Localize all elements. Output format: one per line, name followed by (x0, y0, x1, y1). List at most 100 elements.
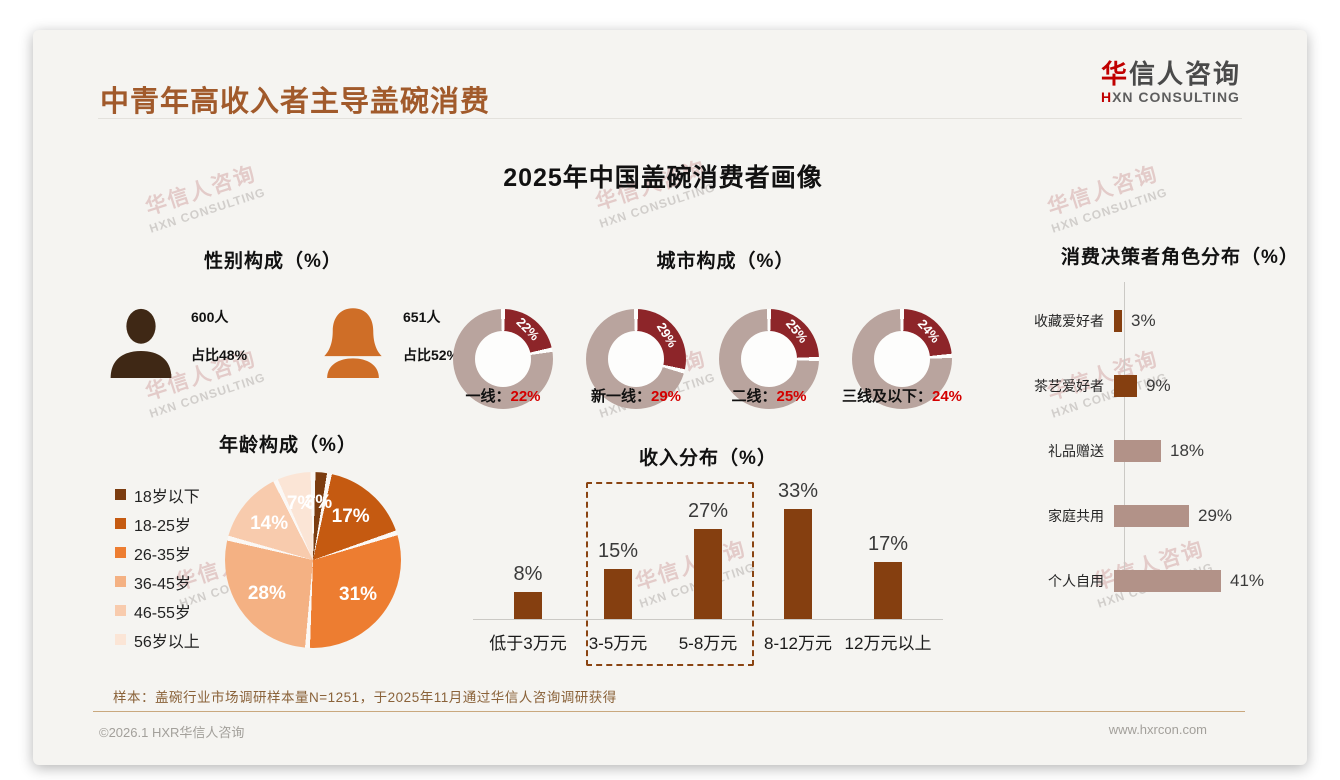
income-bar (604, 569, 632, 619)
gender-stat-item: 651人占比52% (317, 305, 493, 379)
gender-section-title: 性别构成（%） (204, 251, 342, 272)
city-donut-value: 29% (653, 320, 681, 351)
income-category-label: 5-8万元 (678, 634, 738, 653)
city-donut-caption-value: 25% (776, 388, 807, 405)
age-pie-chart: 3% 17% 31% 28% 14% 7% (225, 472, 401, 648)
brand-logo-cn: 华信人咨询 (1100, 59, 1241, 89)
city-donut-value: 25% (782, 316, 811, 347)
age-section-title: 年龄构成（%） (219, 435, 357, 456)
age-legend-swatch (115, 518, 126, 529)
age-pie-value: 31% (339, 583, 378, 605)
income-value-label: 17% (867, 533, 909, 555)
income-value-label: 8% (513, 563, 543, 585)
city-donut-caption: 新一线：29% (536, 385, 736, 406)
city-donut: 22% 一线：22% (453, 309, 553, 409)
decision-y-axis (1124, 282, 1125, 592)
brand-logo-en: HXN CONSULTING (1100, 88, 1240, 105)
decision-bar (1114, 375, 1137, 397)
age-section: 年龄构成（%） 18岁以下 18-25岁 26-35岁 36-45岁 46-55岁 56岁… (103, 430, 473, 700)
income-value-label: 27% (687, 500, 729, 522)
decision-category-label: 家庭共用 (1048, 508, 1104, 524)
decision-section: 消费决策者角色分布（%） 收藏爱好者 3% 茶艺爱好者 9% 礼品赠送 18% 家庭共用 29… (1010, 242, 1307, 642)
income-bar (514, 592, 542, 619)
age-legend-item: 18岁以下 (115, 480, 200, 509)
decision-value-label: 29% (1198, 506, 1233, 525)
city-section: 城市构成（%） 22% 一线：22% 29% 新一线：29% 25% 二线：25% 24% 三… (453, 246, 998, 409)
income-bar-slot: 15% (573, 540, 663, 619)
slide-card: 华信人咨询 HXN CONSULTING 华信人咨询 HXN CONSULTING 华信… (33, 30, 1307, 765)
age-legend-swatch (115, 605, 126, 616)
gender-count: 651人 (403, 309, 441, 325)
age-legend-item: 46-55岁 (115, 596, 200, 625)
income-section-title: 收入分布（%） (639, 448, 777, 469)
decision-row: 茶艺爱好者 9% (1010, 375, 1307, 397)
age-legend-label: 18-25岁 (134, 517, 191, 535)
age-legend-label: 18岁以下 (134, 488, 200, 506)
city-donut-caption: 三线及以下：24% (802, 385, 1002, 406)
age-legend-item: 18-25岁 (115, 509, 200, 538)
city-donut-label: 二线： (731, 388, 777, 405)
age-legend-swatch (115, 576, 126, 587)
age-pie-value: 7% (286, 493, 315, 515)
decision-category-label: 收藏爱好者 (1034, 313, 1104, 329)
gender-stat-texts: 651人占比52% (403, 307, 493, 379)
city-donut-caption: 二线：25% (669, 385, 869, 406)
city-section-title: 城市构成（%） (656, 251, 795, 272)
income-x-axis (473, 619, 943, 620)
city-donut: 25% 二线：25% (719, 309, 819, 409)
decision-bar (1114, 505, 1189, 527)
income-bar (694, 529, 722, 619)
header-divider (98, 118, 1242, 119)
income-bar-slot: 8% (483, 563, 573, 619)
city-donut-ring: 24% (852, 309, 952, 409)
age-legend-item: 56岁以上 (115, 625, 200, 654)
footer-divider (93, 711, 1245, 712)
decision-category-label: 礼品赠送 (1048, 443, 1104, 459)
city-donut-label: 一线： (465, 388, 511, 405)
watermark-line2: HXN CONSULTING (147, 185, 268, 237)
age-legend-swatch (115, 547, 126, 558)
income-category-label: 12万元以上 (844, 634, 932, 653)
age-pie-legend: 18岁以下 18-25岁 26-35岁 36-45岁 46-55岁 56岁以上 (115, 480, 200, 654)
male-icon (105, 305, 177, 379)
income-category-labels: 低于3万元 3-5万元 5-8万元 8-12万元 12万元以上 (483, 620, 933, 654)
gender-stats: 600人占比48% 651人占比52% (105, 305, 459, 379)
decision-row: 个人自用 41% (1010, 570, 1307, 592)
decision-bar (1114, 570, 1221, 592)
income-value-label: 33% (777, 480, 819, 502)
gender-count: 600人 (191, 309, 229, 325)
income-bar (784, 509, 812, 619)
decision-bar (1114, 440, 1161, 462)
age-legend-label: 46-55岁 (134, 604, 191, 622)
decision-section-title: 消费决策者角色分布（%） (1061, 247, 1299, 268)
city-donut-ring: 22% (453, 309, 553, 409)
decision-value-label: 41% (1230, 571, 1265, 590)
city-donut-charts: 22% 一线：22% 29% 新一线：29% 25% 二线：25% 24% 三线及以下：24% (453, 309, 998, 409)
gender-stat-texts: 600人占比48% (191, 307, 281, 379)
income-bar-chart: 8% 15% 27% 33% 17% (483, 480, 933, 619)
city-donut-value: 24% (914, 315, 943, 346)
decision-category-label: 茶艺爱好者 (1034, 378, 1104, 394)
main-chart-title: 2025年中国盖碗消费者画像 (503, 164, 823, 192)
city-donut-caption-value: 22% (510, 388, 541, 405)
city-donut-ring: 25% (719, 309, 819, 409)
city-donut-caption: 一线：22% (403, 385, 603, 406)
gender-share: 占比48% (191, 347, 248, 363)
age-pie-value: 14% (250, 512, 289, 534)
website-text: www.hxrcon.com (1108, 722, 1207, 737)
city-donut-value: 22% (513, 314, 543, 344)
gender-section: 性别构成（%） 600人占比48% 651人占比52% (103, 246, 459, 379)
gender-share: 占比52% (403, 347, 460, 363)
income-bar (874, 562, 902, 619)
watermark-line2: HXN CONSULTING (1049, 185, 1170, 237)
age-pie-value: 28% (247, 582, 286, 604)
city-donut-label: 新一线： (590, 388, 651, 405)
income-bar-slot: 27% (663, 500, 753, 619)
decision-value-label: 18% (1170, 441, 1205, 460)
income-highlight-box (586, 482, 754, 666)
decision-value-label: 9% (1146, 376, 1171, 395)
income-category-label: 低于3万元 (489, 634, 567, 653)
income-value-label: 15% (597, 540, 639, 562)
city-donut-label: 三线及以下： (841, 388, 932, 405)
